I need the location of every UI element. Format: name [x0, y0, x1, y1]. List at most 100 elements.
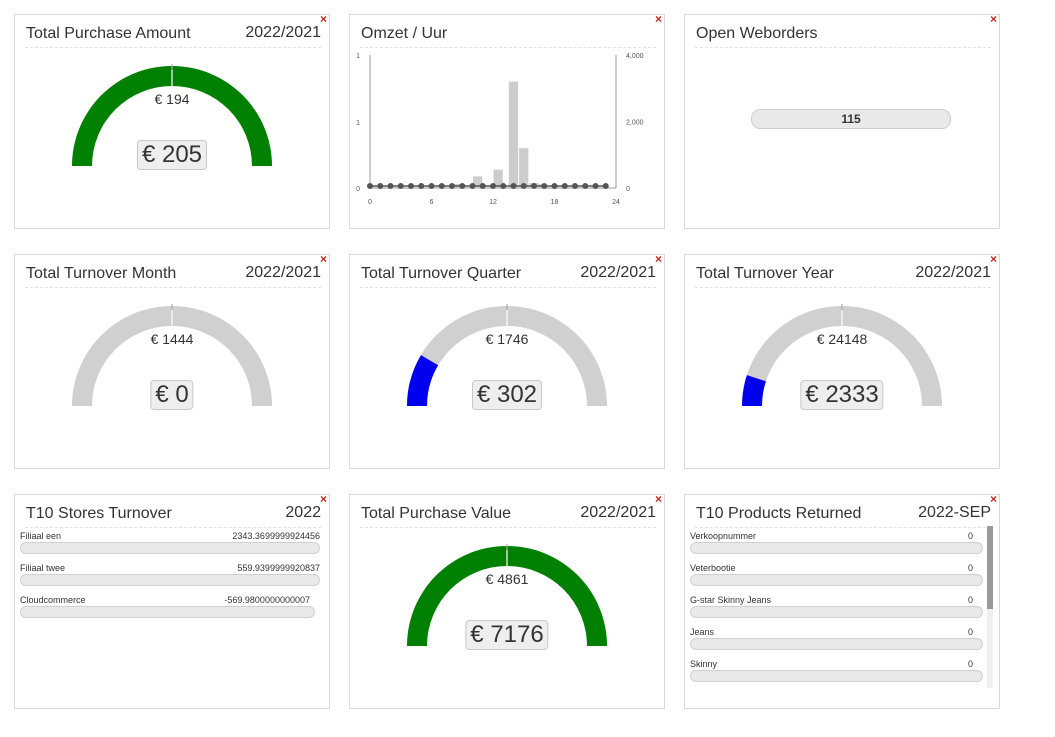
series-point	[551, 183, 558, 189]
series-point	[479, 183, 486, 189]
widget-title: T10 Stores Turnover	[26, 505, 172, 522]
widget-header: Total Purchase Value 2022/2021	[360, 503, 656, 528]
stores-list: Filiaal een 2343.3699999924456 Filiaal t…	[20, 531, 324, 627]
widget-period: 2022/2021	[580, 264, 656, 281]
series-point	[438, 183, 445, 189]
close-icon[interactable]: ×	[319, 492, 327, 506]
close-icon[interactable]: ×	[654, 12, 662, 26]
widget-total-purchase-amount: Total Purchase Amount 2022/2021 × € 194 …	[14, 12, 330, 229]
widget-header: T10 Products Returned 2022-SEP	[695, 503, 991, 528]
x-tick-label: 12	[489, 199, 497, 206]
widget-title: Omzet / Uur	[361, 25, 448, 42]
widget-title: Total Turnover Quarter	[361, 265, 522, 282]
series-point	[531, 183, 537, 189]
product-bar	[690, 606, 983, 618]
product-returns: 0	[967, 659, 973, 669]
list-item: Veterbootie 0	[690, 563, 983, 595]
store-bar	[20, 542, 320, 554]
series-point	[469, 183, 476, 189]
gauge	[72, 304, 272, 406]
hour-bar	[473, 176, 483, 188]
series-point	[367, 183, 373, 189]
widget-period: 2022	[285, 504, 321, 521]
store-name: Cloudcommerce	[20, 595, 86, 605]
close-icon[interactable]: ×	[654, 492, 662, 506]
x-tick-label: 18	[551, 199, 559, 206]
gauge-fill	[742, 375, 766, 406]
series-point	[510, 183, 517, 189]
gauge	[742, 304, 942, 406]
store-turnover: -569.9800000000007	[224, 595, 310, 605]
close-icon[interactable]: ×	[989, 252, 997, 266]
product-name: Jeans	[690, 627, 715, 637]
x-tick-label: 24	[612, 199, 620, 206]
gauge-target-value: € 1746	[485, 331, 529, 347]
widget-period: 2022/2021	[245, 264, 321, 281]
widget-title: Open Weborders	[696, 25, 818, 42]
y-left-tick-label: 1	[356, 53, 360, 60]
x-tick-label: 0	[368, 199, 372, 206]
widget-title: Total Purchase Amount	[26, 25, 191, 42]
series-point	[387, 183, 394, 189]
widget-title: Total Turnover Month	[26, 265, 177, 282]
product-returns: 0	[967, 595, 973, 605]
y-right-tick-label: 0	[626, 186, 630, 193]
gauge-fill	[407, 545, 607, 646]
product-bar	[690, 638, 983, 650]
gauge-target-value: € 4861	[485, 571, 529, 587]
product-name: Verkoopnummer	[690, 531, 757, 541]
series-point	[602, 183, 609, 189]
series-point	[490, 183, 496, 189]
widget-total-purchase-value: Total Purchase Value 2022/2021 × € 4861 …	[349, 492, 665, 709]
widget-total-turnover-year: Total Turnover Year 2022/2021 × € 24148 …	[684, 252, 1000, 469]
series-point	[520, 183, 527, 189]
widget-period: 2022-SEP	[918, 504, 991, 521]
series-point	[541, 183, 548, 189]
series-point	[592, 183, 599, 189]
list-item: Filiaal twee 559.9399999920837	[20, 563, 324, 595]
series-point	[428, 183, 435, 189]
widget-header: Total Turnover Month 2022/2021	[25, 263, 321, 288]
series-point	[459, 183, 466, 189]
widget-total-turnover-quarter: Total Turnover Quarter 2022/2021 × € 174…	[349, 252, 665, 469]
close-icon[interactable]: ×	[319, 252, 327, 266]
hour-bar	[519, 148, 529, 188]
widget-header: Total Purchase Amount 2022/2021	[25, 23, 321, 48]
series-point	[561, 183, 568, 189]
product-name: Veterbootie	[690, 563, 736, 573]
products-list: Verkoopnummer 0 Veterbootie 0 G-star Ski…	[690, 531, 983, 691]
series-point	[500, 183, 507, 189]
gauge-track	[407, 306, 607, 406]
gauge-current-value: € 302	[471, 380, 543, 410]
gauge-target-value: € 194	[154, 91, 190, 107]
close-icon[interactable]: ×	[989, 494, 997, 506]
close-icon[interactable]: ×	[989, 12, 997, 26]
store-bar	[20, 606, 315, 618]
scrollbar[interactable]	[987, 526, 993, 688]
gauge-target-value: € 24148	[816, 331, 868, 347]
gauge-fill	[407, 355, 439, 406]
list-item: Skinny 0	[690, 659, 983, 691]
widget-header: Total Turnover Year 2022/2021	[695, 263, 991, 288]
widget-title: Total Turnover Year	[696, 265, 834, 282]
open-weborders-count: 115	[751, 109, 951, 129]
widget-period: 2022/2021	[245, 24, 321, 41]
gauge-target-value: € 1444	[150, 331, 194, 347]
widget-t10-stores-turnover: T10 Stores Turnover 2022 × Filiaal een 2…	[14, 492, 330, 709]
gauge-fill	[72, 65, 272, 166]
product-returns: 0	[967, 627, 973, 637]
gauge-track	[72, 306, 272, 406]
store-turnover: 559.9399999920837	[237, 563, 320, 573]
close-icon[interactable]: ×	[654, 252, 662, 266]
gauge-current-value: € 205	[136, 140, 208, 170]
x-tick-label: 6	[430, 199, 434, 206]
scrollbar-thumb[interactable]	[987, 526, 993, 609]
close-icon[interactable]: ×	[319, 12, 327, 26]
widget-period: 2022/2021	[580, 504, 656, 521]
widget-period: 2022/2021	[915, 264, 991, 281]
widget-title: Total Purchase Value	[361, 505, 512, 522]
widget-header: Total Turnover Quarter 2022/2021	[360, 263, 656, 288]
widget-t10-products-returned: T10 Products Returned 2022-SEP × Verkoop…	[684, 494, 1000, 709]
store-bar	[20, 574, 320, 586]
store-name: Filiaal een	[20, 531, 62, 541]
